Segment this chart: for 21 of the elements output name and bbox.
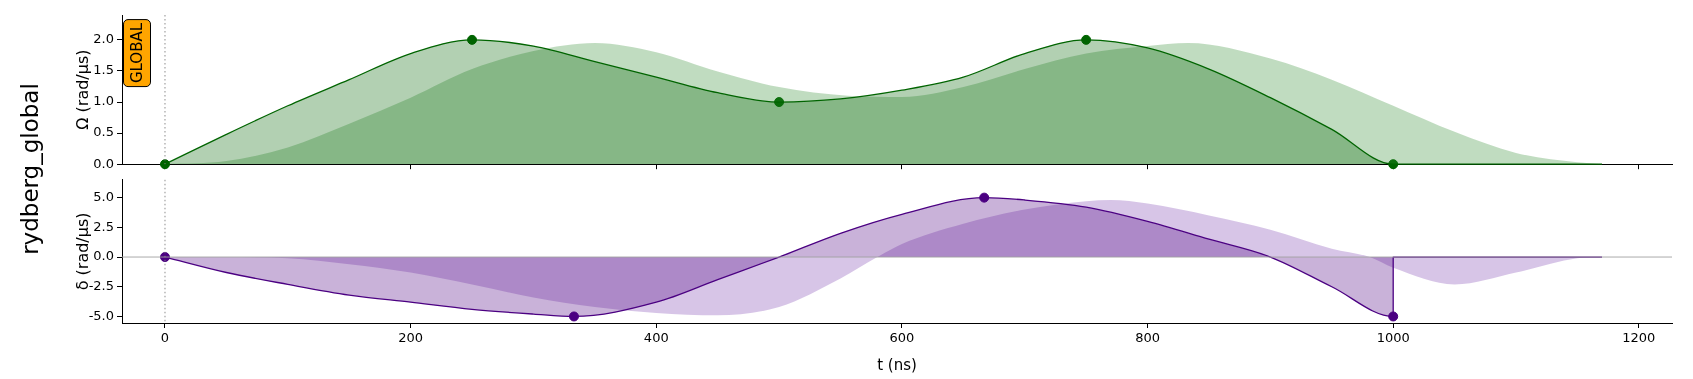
annotation: GLOBAL bbox=[123, 18, 151, 88]
y-tick-label: 1.0 bbox=[93, 93, 114, 109]
y-tick-label: 2.0 bbox=[93, 31, 114, 47]
y-tick-label: 0.0 bbox=[93, 155, 114, 171]
x-tick-label: 600 bbox=[889, 330, 915, 346]
x-axis-title: t (ns) bbox=[877, 355, 917, 374]
y-tick-label: -2.5 bbox=[88, 278, 114, 294]
y-tick-label: 0.0 bbox=[93, 248, 114, 264]
y-tick-label: 1.5 bbox=[93, 62, 114, 78]
y-tick-label: -5.0 bbox=[88, 307, 114, 323]
x-tick-label: 1200 bbox=[1622, 330, 1656, 346]
x-tick-label: 0 bbox=[160, 330, 170, 346]
x-tick-label: 200 bbox=[398, 330, 424, 346]
y-tick-label: 0.5 bbox=[93, 124, 114, 140]
text: rydberg_global bbox=[17, 83, 43, 255]
x-tick-label: 800 bbox=[1135, 330, 1160, 346]
x-tick-label: 1000 bbox=[1376, 330, 1410, 346]
y-axis-title: Ω (rad/μs) bbox=[72, 49, 92, 130]
y-tick-label: 5.0 bbox=[93, 189, 114, 204]
y-tick-label: 2.5 bbox=[93, 218, 114, 234]
x-tick-label: 400 bbox=[643, 330, 669, 346]
